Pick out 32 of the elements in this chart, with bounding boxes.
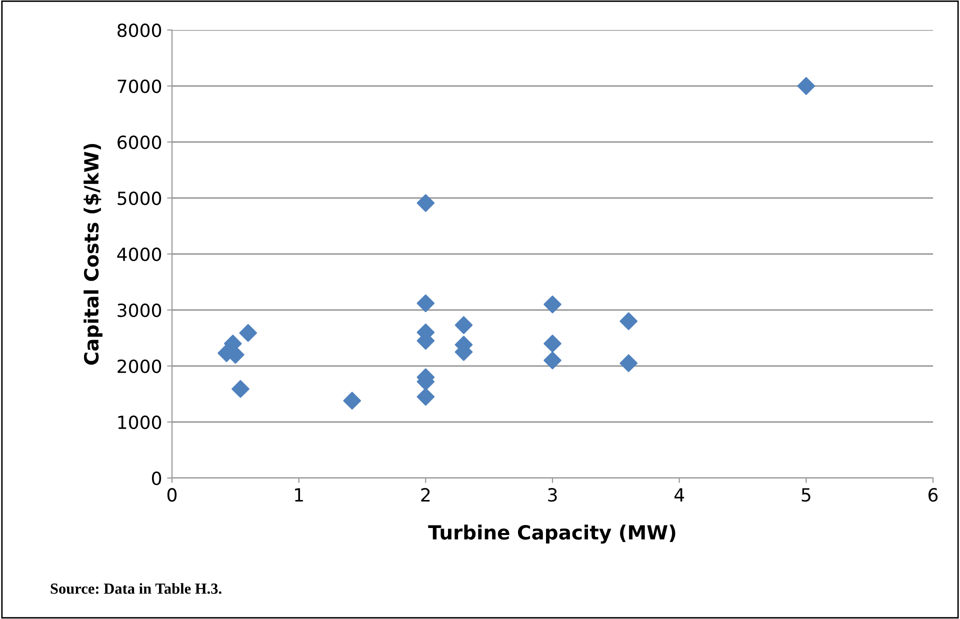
y-tick-label: 5000 [118,191,162,206]
y-tick-label: 3000 [118,303,162,318]
point [454,316,473,334]
point [620,354,638,372]
x-tick-label: 4 [674,488,684,502]
y-axis-title: Capital Costs ($/kW) [84,144,102,365]
y-tick-label: 0 [152,471,162,486]
x-axis-title: Turbine Capacity (MW) [428,524,676,544]
point [544,351,562,370]
y-tick-label: 7000 [118,79,162,94]
y-tick-label: 6000 [118,135,162,150]
x-tick-label: 1 [295,488,303,502]
point [544,295,562,314]
y-tick-label: 2000 [118,359,162,374]
x-tick-label: 2 [421,488,430,502]
y-tick-label: 8000 [118,23,162,38]
x-tick-label: 0 [167,488,177,502]
source-note: Source: Data in Table H.3. [50,583,222,594]
point [797,77,816,95]
point [416,388,435,406]
point [343,392,362,410]
point [544,334,562,353]
point [416,194,435,212]
x-tick-label: 5 [802,488,810,502]
point [232,380,250,398]
point [620,312,638,330]
y-tick-label: 1000 [118,415,162,430]
y-tick-label: 4000 [117,247,162,262]
x-tick-label: 3 [548,488,557,502]
point [239,324,258,342]
x-tick-label: 6 [928,488,938,502]
point [416,294,435,312]
